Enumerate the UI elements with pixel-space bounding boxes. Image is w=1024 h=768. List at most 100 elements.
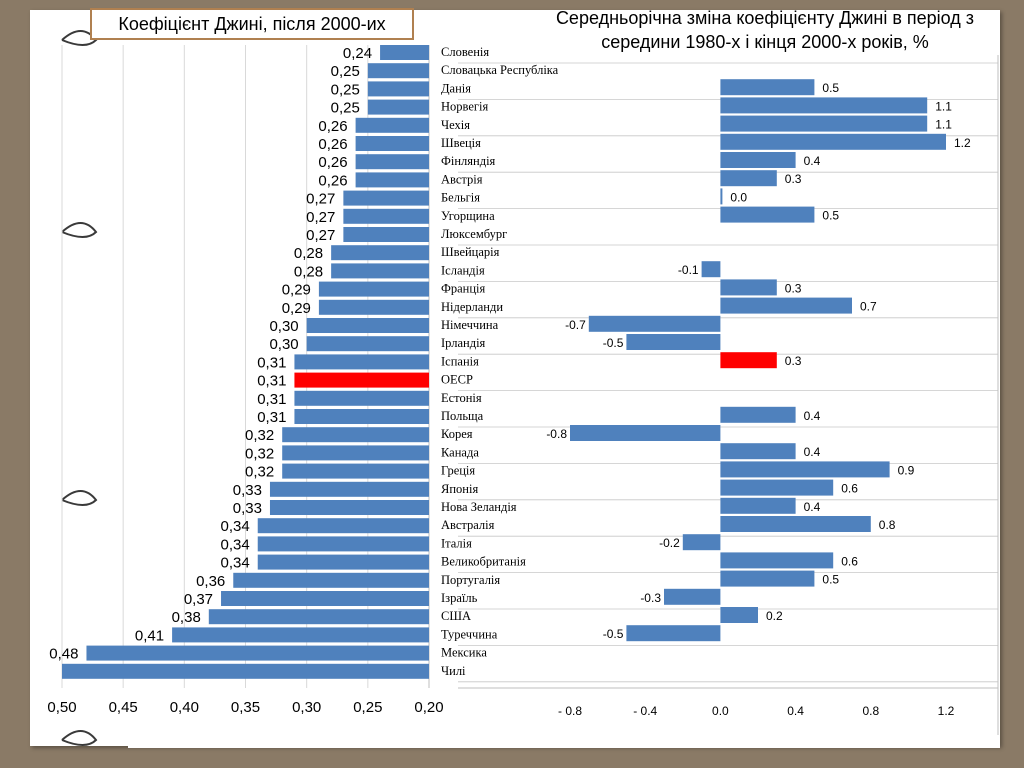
left-data-label: 0,29 [282, 282, 311, 299]
country-label: Швейцарія [441, 245, 500, 259]
right-bar [720, 188, 723, 205]
right-bar [570, 425, 721, 441]
right-bar [720, 443, 796, 460]
left-bar [282, 427, 429, 443]
country-label: Туреччина [441, 627, 498, 641]
country-label: Словенія [441, 45, 489, 59]
left-bar [282, 463, 429, 479]
left-bar [355, 136, 429, 151]
left-tick-label: 0,20 [414, 699, 443, 716]
left-data-label: 0,31 [257, 391, 286, 408]
left-data-label: 0,31 [257, 354, 286, 371]
left-data-label: 0,34 [221, 555, 250, 572]
left-data-label: 0,36 [196, 573, 225, 590]
right-data-label: 1.1 [935, 118, 952, 132]
left-bar [294, 372, 429, 388]
left-bar [380, 45, 429, 60]
left-bar [86, 645, 429, 661]
right-bar [720, 279, 777, 296]
spiral-binding [61, 30, 98, 746]
left-bar [318, 299, 429, 315]
binding-ring [61, 222, 98, 238]
binding-ring [61, 490, 98, 506]
right-data-label: 0.0 [730, 190, 747, 204]
left-bar [306, 318, 429, 333]
right-bar [626, 625, 721, 642]
left-tick-label: 0,35 [231, 699, 260, 716]
right-data-label: -0.5 [603, 336, 624, 350]
right-bar [720, 552, 834, 569]
right-bar [720, 406, 796, 423]
left-data-label: 0,26 [318, 118, 347, 135]
left-data-label: 0,30 [269, 336, 298, 353]
right-bar [720, 607, 758, 623]
country-label: Португалія [441, 573, 500, 587]
right-tick-label: 1.2 [938, 704, 955, 718]
left-data-label: 0,41 [135, 627, 164, 644]
left-bar [257, 554, 429, 570]
left-data-label: 0,29 [282, 300, 311, 317]
right-bar [720, 133, 946, 150]
right-bar [720, 352, 777, 369]
left-data-label: 0,27 [306, 227, 335, 244]
left-data-label: 0,32 [245, 464, 274, 481]
left-data-label: 0,33 [233, 482, 262, 499]
right-data-label: 0.5 [822, 573, 839, 587]
left-data-label: 0,27 [306, 209, 335, 226]
left-bar [233, 572, 429, 588]
left-data-label: 0,26 [318, 172, 347, 189]
right-bar [664, 588, 721, 605]
country-label: Італія [441, 536, 472, 550]
left-tick-label: 0,45 [109, 699, 138, 716]
right-data-label: 0.5 [822, 81, 839, 95]
slide-paper [30, 10, 1000, 746]
left-tick-label: 0,25 [353, 699, 382, 716]
country-label: Німеччина [441, 318, 499, 332]
slide-paper-strip [128, 736, 1000, 748]
left-bar [331, 245, 429, 261]
right-data-label: 0.7 [860, 300, 877, 314]
right-bar [626, 334, 721, 350]
right-data-label: 0.6 [841, 554, 858, 568]
left-data-label: 0,31 [257, 373, 286, 390]
right-bar [720, 570, 815, 587]
left-data-label: 0,28 [294, 245, 323, 262]
right-data-label: -0.1 [678, 263, 699, 277]
right-bar [720, 97, 928, 114]
right-data-label: 0.4 [804, 445, 821, 459]
country-label: Бельгія [441, 191, 480, 205]
left-bar [343, 227, 429, 242]
right-data-label: -0.5 [603, 627, 624, 641]
right-data-label: -0.3 [640, 591, 661, 605]
right-bar [720, 170, 777, 187]
right-tick-label: 0.4 [787, 704, 804, 718]
right-data-label: 0.5 [822, 209, 839, 223]
country-label: ОЕСР [441, 373, 473, 387]
left-data-label: 0,25 [331, 100, 360, 117]
left-bar [367, 63, 429, 79]
left-data-label: 0,25 [331, 63, 360, 80]
right-data-label: 0.2 [766, 609, 783, 623]
country-label: США [441, 609, 471, 623]
country-label: Мексика [441, 646, 487, 660]
left-data-label: 0,25 [331, 81, 360, 98]
right-data-label: 0.4 [804, 500, 821, 514]
right-bar [720, 461, 890, 478]
right-data-label: 0.4 [804, 154, 821, 168]
right-data-label: -0.8 [546, 427, 567, 441]
left-data-label: 0,34 [221, 518, 250, 535]
right-bar [720, 115, 928, 132]
left-bar [269, 500, 429, 515]
left-data-label: 0,33 [233, 500, 262, 517]
left-bar [355, 154, 429, 170]
right-chart-title-line1: Середньорічна зміна коефіцієнту Джині в … [555, 8, 975, 28]
country-label: Іспанія [441, 354, 479, 368]
country-label: Нова Зеландія [441, 500, 517, 514]
country-label: Канада [441, 445, 479, 459]
right-bar [682, 534, 721, 551]
left-data-label: 0,38 [172, 609, 201, 626]
left-bar [294, 409, 429, 424]
right-data-label: 0.9 [898, 463, 915, 477]
left-bar [208, 609, 429, 625]
country-label: Швеція [441, 136, 481, 150]
